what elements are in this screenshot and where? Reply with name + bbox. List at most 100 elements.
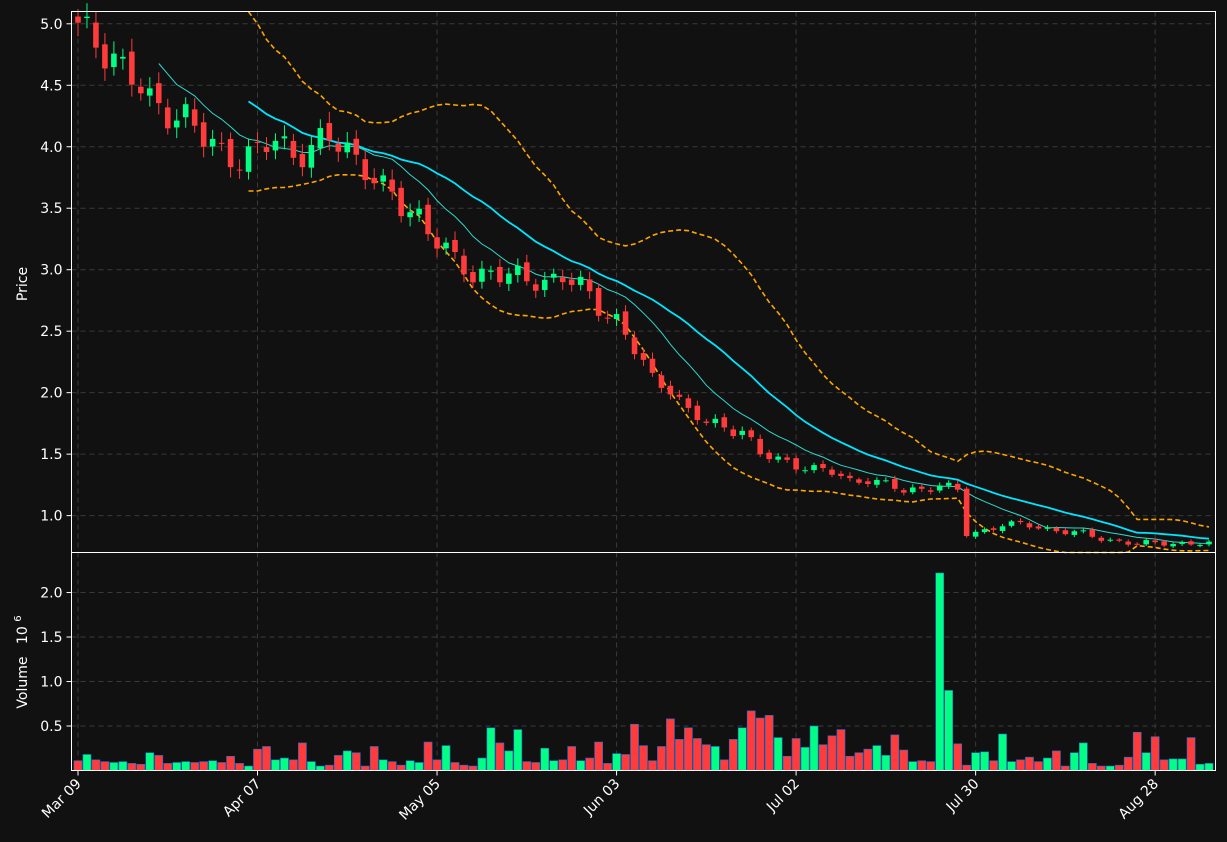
- volume-bar: [728, 739, 738, 771]
- candle-body: [317, 128, 324, 149]
- candle-body: [227, 139, 234, 168]
- volume-bar: [1141, 752, 1151, 771]
- volume-bar: [836, 729, 846, 771]
- volume-bar: [675, 739, 684, 771]
- price-y-tick-label: 1.0: [40, 509, 62, 525]
- volume-bar: [298, 742, 307, 771]
- candle-body: [236, 169, 243, 171]
- candle-body: [936, 485, 943, 491]
- upper-band-line: [247, 11, 1210, 528]
- candle-body: [389, 179, 395, 192]
- bollinger-bands: [247, 11, 1210, 554]
- candle-body: [308, 145, 315, 168]
- volume-bar: [1168, 758, 1178, 771]
- volume-bar: [1016, 759, 1025, 771]
- candle-body: [1044, 527, 1051, 529]
- candle-body: [847, 475, 853, 479]
- candle-body: [604, 317, 611, 319]
- candle-body: [972, 531, 979, 537]
- volume-bar: [854, 752, 864, 771]
- candle-body: [443, 242, 449, 249]
- candle-body: [434, 237, 440, 249]
- candle-body: [398, 187, 404, 217]
- candle-body: [784, 457, 790, 460]
- candle-body: [335, 143, 342, 152]
- ma-fast-line: [158, 63, 1210, 544]
- volume-bar: [899, 749, 909, 771]
- volume-bar: [890, 734, 900, 771]
- volume-bar: [226, 755, 235, 771]
- volume-bar: [1061, 765, 1070, 771]
- volume-bar: [603, 763, 612, 771]
- candle-body: [1026, 523, 1033, 528]
- candle-body: [129, 51, 135, 85]
- candle-body: [820, 463, 826, 469]
- volume-bar: [935, 572, 945, 771]
- candle-body: [1071, 531, 1078, 535]
- candle-body: [1197, 545, 1203, 547]
- candle-body: [191, 109, 198, 126]
- candle-body: [1008, 521, 1015, 526]
- candle-body: [497, 266, 503, 283]
- candle-body: [945, 482, 952, 486]
- candle-body: [200, 122, 207, 147]
- lower-band-line: [248, 174, 1210, 554]
- volume-bar: [1159, 759, 1169, 771]
- volume-bar: [91, 759, 101, 771]
- volume-bar: [908, 761, 918, 771]
- candle-body: [93, 22, 99, 48]
- volume-bar: [432, 759, 442, 771]
- volume-bar: [773, 737, 783, 771]
- volume-bar: [1034, 761, 1043, 771]
- candle-body: [1134, 543, 1140, 545]
- volume-bar: [405, 760, 415, 771]
- candle-body: [1206, 541, 1212, 545]
- volume-bar: [109, 762, 119, 771]
- candle-body: [1089, 529, 1096, 537]
- volume-bar: [504, 750, 514, 771]
- candle-body: [595, 288, 602, 316]
- volume-bar: [971, 752, 980, 771]
- candle-body: [155, 83, 162, 104]
- candle-body: [102, 44, 108, 69]
- candle-body: [883, 480, 889, 482]
- volume-bar: [217, 762, 226, 771]
- volume-bar: [962, 764, 971, 771]
- volume-bar: [755, 717, 765, 771]
- candle-body: [963, 488, 970, 537]
- candle-body: [550, 273, 557, 278]
- volume-bar: [136, 763, 146, 771]
- candle-body: [290, 140, 297, 158]
- candle-body: [1116, 539, 1123, 541]
- candle-body: [1107, 539, 1114, 541]
- candle-body: [721, 417, 728, 428]
- volume-bar: [540, 747, 550, 771]
- price-y-tick-label: 4.5: [40, 78, 62, 94]
- volume-bar: [1043, 757, 1052, 771]
- volume-bar: [648, 760, 657, 771]
- candle-body: [775, 456, 781, 460]
- volume-bar: [800, 747, 810, 771]
- volume-bar: [181, 761, 191, 771]
- moving-averages: [158, 63, 1210, 544]
- candle-body: [461, 255, 467, 275]
- volume-bar: [917, 760, 927, 771]
- candle-body: [515, 265, 521, 275]
- candle-body: [371, 177, 377, 184]
- volume-bar: [351, 752, 361, 771]
- candle-body: [990, 528, 997, 530]
- volume-bar: [1177, 758, 1187, 771]
- volume-bar: [1132, 731, 1142, 771]
- candle-body: [568, 279, 575, 285]
- candle-body: [75, 16, 81, 23]
- candle-body: [676, 394, 683, 397]
- volume-bar: [289, 759, 298, 771]
- volume-bar: [522, 761, 532, 771]
- volume-bar: [791, 738, 801, 771]
- volume-bar: [477, 757, 487, 771]
- candle-body: [479, 268, 485, 282]
- candle-body: [425, 204, 431, 235]
- candle-body: [173, 120, 180, 128]
- volume-bar: [710, 746, 720, 771]
